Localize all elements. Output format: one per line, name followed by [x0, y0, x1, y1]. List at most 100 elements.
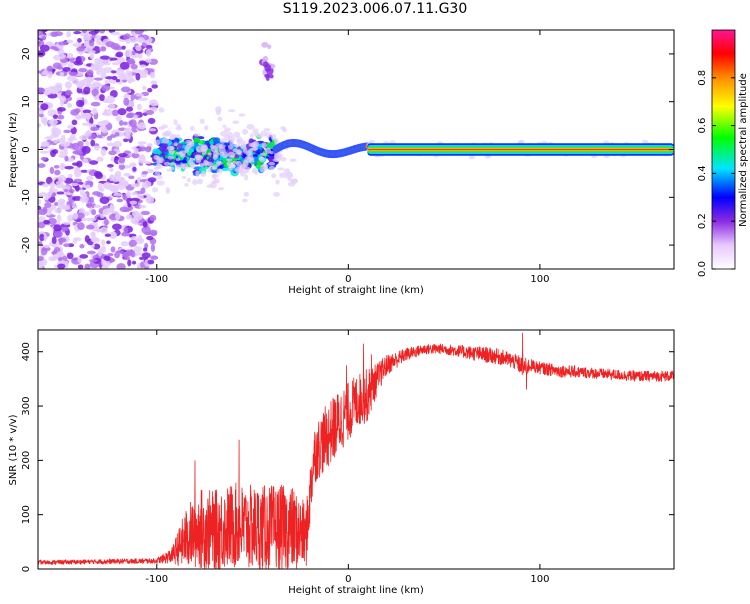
spectrogram-cell	[70, 182, 79, 187]
spectrogram-cell	[43, 244, 50, 249]
spectrogram-cell	[236, 149, 242, 155]
spectrogram-cell	[132, 166, 137, 172]
spectrogram-cell	[135, 93, 144, 97]
spectrogram-cell	[139, 30, 145, 33]
spectrogram-cell	[82, 109, 92, 114]
snr-marks	[38, 332, 674, 569]
spectrogram-cell	[280, 156, 287, 162]
spectrogram-cell	[189, 162, 196, 169]
snr-y-tick-label: 300	[21, 396, 32, 415]
spectrogram-cell	[175, 164, 181, 170]
spectrogram-cell	[64, 155, 69, 162]
spectrogram-cell	[164, 161, 170, 166]
spectrogram-cell	[185, 139, 193, 144]
spectrogram-cell	[120, 73, 126, 80]
spectrogram-cell	[100, 148, 107, 157]
spectrogram-cell	[227, 144, 233, 150]
spectrogram-y-tick-label: -20	[21, 237, 32, 253]
spectrogram-cell	[59, 162, 65, 171]
spectrogram-cell	[76, 46, 85, 52]
spectrogram-cell	[53, 31, 64, 37]
spectrogram-cell	[236, 138, 242, 145]
spectrogram-cell	[38, 123, 42, 128]
spectrogram-cell	[145, 110, 155, 116]
spectrogram-cell	[148, 128, 157, 132]
spectrogram-cell	[155, 164, 163, 170]
colorbar-tick-label: 0.8	[697, 70, 708, 86]
spectrogram-cell	[116, 263, 126, 269]
spectrogram-cell	[96, 134, 103, 139]
spectrogram-cell	[101, 239, 106, 246]
spectrogram-cell	[147, 117, 156, 124]
spectrogram-cell	[105, 76, 114, 80]
colorbar-tick-label: 0.4	[697, 165, 708, 181]
spectrogram-cell	[44, 87, 53, 95]
spectrogram-cell	[217, 187, 225, 191]
spectrogram-cell	[175, 126, 183, 131]
spectrogram-cell	[72, 42, 82, 48]
spectrogram-cell	[87, 49, 96, 54]
spectrogram-cell	[165, 187, 171, 194]
spectrogram-cell	[641, 139, 648, 144]
spectrogram-cell	[39, 233, 45, 242]
spectrogram-cell	[249, 133, 254, 138]
spectrogram-cell	[139, 64, 147, 68]
spectrogram-cell	[217, 165, 224, 169]
spectrogram-cell	[268, 165, 275, 171]
spectrogram-cell	[56, 214, 62, 223]
spectrogram-cell	[180, 153, 186, 158]
spectrogram-cell	[280, 125, 286, 131]
snr-y-tick-label: 0	[21, 566, 32, 572]
spectrogram-cell	[86, 175, 94, 181]
spectrogram-cell	[108, 150, 117, 156]
spectrogram-band	[367, 148, 674, 151]
spectrogram-cell	[133, 212, 143, 221]
spectrogram-x-tick-label: -100	[145, 274, 168, 285]
spectrogram-cell	[106, 142, 114, 147]
spectrogram-cell	[130, 93, 135, 101]
spectrogram-y-ticks: -20 -10 0 10 20	[21, 48, 674, 253]
spectrogram-cell	[211, 166, 216, 170]
colorbar-label: Normalized spectral amplitude	[738, 73, 749, 227]
spectrogram-cell	[64, 165, 74, 170]
spectrogram-cell	[111, 75, 118, 81]
spectrogram-cell	[189, 126, 195, 131]
spectrogram-cell	[96, 192, 104, 198]
spectrogram-cell	[173, 142, 178, 146]
spectrogram-cell	[39, 150, 49, 154]
spectrogram-cell	[117, 108, 127, 116]
spectrogram-cell	[42, 118, 48, 126]
spectrogram-cell	[128, 36, 139, 43]
spectrogram-cell	[94, 145, 101, 149]
spectrogram-cell	[57, 49, 65, 56]
spectrogram-cell	[139, 256, 145, 260]
spectrogram-cell	[38, 205, 42, 211]
spectrogram-cell	[38, 87, 45, 93]
spectrogram-cell	[58, 174, 67, 183]
snr-x-ticks: -100 0 100	[145, 330, 549, 585]
spectrogram-cell	[238, 113, 246, 117]
spectrogram-cell	[63, 243, 70, 248]
spectrogram-cell	[82, 35, 93, 41]
spectrogram-cell	[242, 198, 248, 203]
spectrogram-cell	[40, 103, 49, 111]
spectrogram-cell	[110, 210, 118, 214]
spectrogram-cell	[40, 247, 48, 256]
spectrogram-cell	[41, 142, 49, 148]
spectrogram-cell	[109, 168, 114, 172]
snr-x-label: Height of straight line (km)	[288, 585, 424, 596]
spectrogram-cell	[242, 159, 249, 167]
spectrogram-cell	[175, 151, 184, 155]
spectrogram-cell	[111, 61, 120, 66]
spectrogram-cell	[101, 120, 110, 125]
spectrogram-cell	[143, 247, 148, 252]
spectrogram-cell	[271, 133, 277, 141]
spectrogram-cell	[138, 146, 147, 152]
spectrogram-cell	[38, 256, 44, 262]
spectrogram-cell	[105, 95, 116, 104]
spectrogram-cell	[76, 212, 85, 219]
spectrogram-cell	[110, 31, 121, 36]
spectrogram-cell	[125, 190, 131, 199]
spectrogram-cell	[66, 252, 74, 260]
